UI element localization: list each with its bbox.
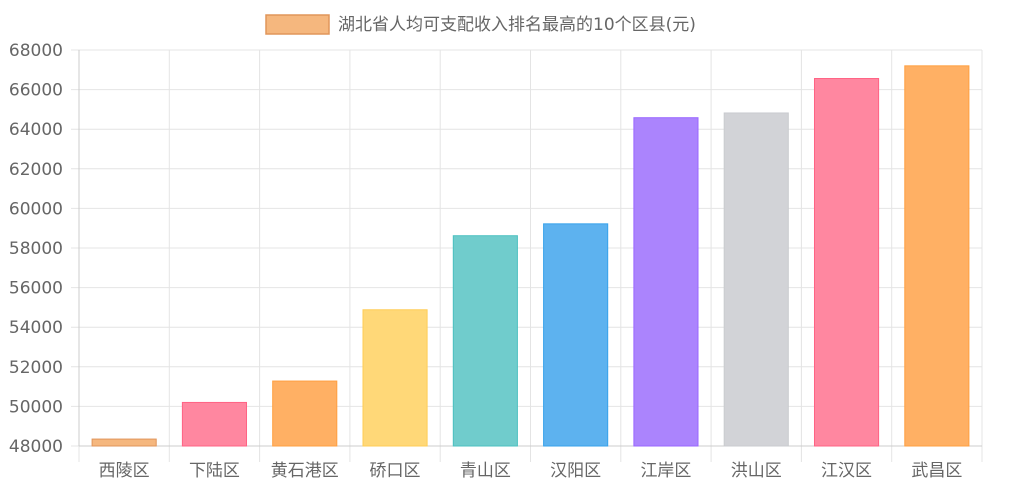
x-tick-label: 江岸区 bbox=[640, 461, 691, 481]
bars bbox=[91, 65, 970, 447]
bar-1[interactable] bbox=[91, 438, 157, 447]
bar-5[interactable] bbox=[452, 235, 518, 447]
y-tick-label: 62000 bbox=[9, 160, 63, 180]
x-tick-label: 武昌区 bbox=[911, 461, 962, 481]
x-tick-label: 洪山区 bbox=[731, 461, 782, 481]
bar-10[interactable] bbox=[904, 65, 970, 447]
x-tick-label: 西陵区 bbox=[99, 461, 150, 481]
y-tick-label: 56000 bbox=[9, 279, 63, 299]
bar-4[interactable] bbox=[362, 309, 428, 447]
y-tick-label: 54000 bbox=[9, 318, 63, 338]
y-tick-label: 48000 bbox=[9, 437, 63, 457]
x-tick-label: 硚口区 bbox=[370, 461, 421, 481]
y-axis-labels: 48000 50000 52000 54000 56000 58000 60000 62000… bbox=[9, 41, 63, 457]
y-tick-label: 66000 bbox=[9, 81, 63, 101]
bar-8[interactable] bbox=[723, 112, 789, 447]
legend[interactable]: 湖北省人均可支配收入排名最高的10个区县(元) bbox=[265, 14, 696, 35]
x-tick-label: 青山区 bbox=[460, 461, 511, 481]
bar-7[interactable] bbox=[633, 117, 699, 447]
bar-3[interactable] bbox=[272, 380, 338, 447]
y-tick-label: 58000 bbox=[9, 239, 63, 259]
y-tick-label: 68000 bbox=[9, 41, 63, 61]
y-tick-label: 64000 bbox=[9, 120, 63, 140]
x-axis-labels: 西陵区 下陆区 黄石港区 硚口区 青山区 汉阳区 江岸区 洪山区 江汉区 武昌区 bbox=[99, 461, 963, 481]
x-tick-label: 汉阳区 bbox=[550, 461, 601, 481]
y-tick-label: 52000 bbox=[9, 358, 63, 378]
bar-6[interactable] bbox=[543, 223, 609, 447]
legend-label[interactable]: 湖北省人均可支配收入排名最高的10个区县(元) bbox=[338, 15, 696, 35]
x-tick-label: 下陆区 bbox=[189, 461, 240, 481]
y-tick-label: 50000 bbox=[9, 397, 63, 417]
x-tick-label: 黄石港区 bbox=[271, 461, 339, 481]
x-tick-label: 江汉区 bbox=[821, 461, 872, 481]
bar-2[interactable] bbox=[181, 401, 248, 447]
y-tick-label: 60000 bbox=[9, 199, 63, 219]
legend-swatch[interactable] bbox=[265, 14, 330, 35]
bar-9[interactable] bbox=[813, 78, 880, 447]
